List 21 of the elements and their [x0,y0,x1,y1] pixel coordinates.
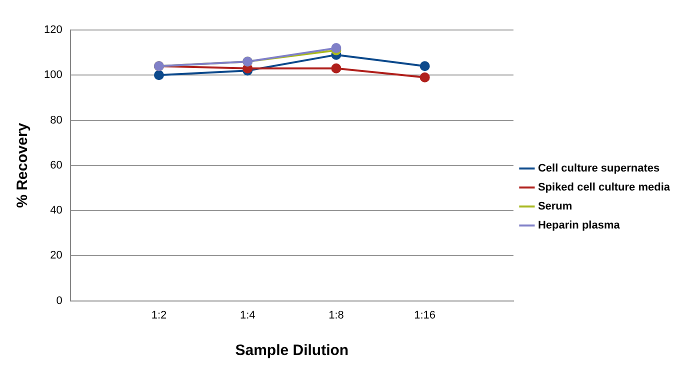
y-axis-title: % Recovery [14,122,32,208]
x-tick-label: 1:2 [151,309,167,322]
legend-label: Heparin plasma [538,220,621,232]
y-tick-label: 40 [50,204,62,217]
x-tick-label: 1:4 [240,309,256,322]
x-tick-label: 1:8 [328,309,344,322]
y-tick-label: 0 [56,294,62,307]
legend-label: Serum [538,200,572,213]
x-tick-label: 1:16 [414,309,436,322]
x-axis-title: Sample Dilution [235,342,349,360]
point [154,70,164,80]
legend-label: Spiked cell culture media [538,182,671,194]
legend-label: Cell culture supernates [538,162,660,175]
point [420,61,430,72]
y-tick-label: 100 [44,69,62,82]
y-tick-label: 120 [44,24,62,36]
point [420,72,430,82]
point [331,63,342,74]
y-tick-label: 20 [50,250,62,262]
y-tick-label: 80 [50,114,62,126]
y-tick-label: 60 [50,159,62,172]
